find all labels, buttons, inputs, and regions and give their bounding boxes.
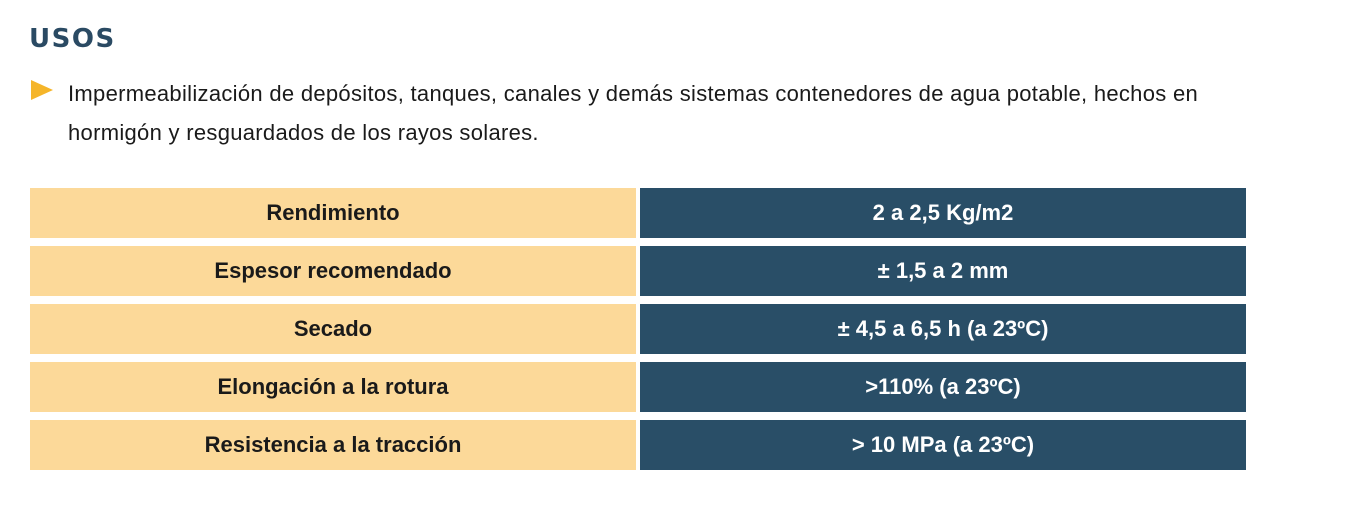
- table-row: Espesor recomendado ± 1,5 a 2 mm: [30, 246, 1246, 296]
- table-row: Secado ± 4,5 a 6,5 h (a 23ºC): [30, 304, 1246, 354]
- specs-table: Rendimiento 2 a 2,5 Kg/m2 Espesor recome…: [26, 180, 1250, 478]
- spec-value: >110% (a 23ºC): [640, 362, 1246, 412]
- spec-property: Rendimiento: [30, 188, 636, 238]
- spec-property: Espesor recomendado: [30, 246, 636, 296]
- uses-description: Impermeabilización de depósitos, tanques…: [68, 81, 1199, 145]
- table-row: Elongación a la rotura >110% (a 23ºC): [30, 362, 1246, 412]
- section-title: USOS: [29, 24, 116, 54]
- table-row: Rendimiento 2 a 2,5 Kg/m2: [30, 188, 1246, 238]
- spec-value: ± 4,5 a 6,5 h (a 23ºC): [640, 304, 1246, 354]
- spec-value: ± 1,5 a 2 mm: [640, 246, 1246, 296]
- spec-property: Resistencia a la tracción: [30, 420, 636, 470]
- table-row: Resistencia a la tracción > 10 MPa (a 23…: [30, 420, 1246, 470]
- spec-value: > 10 MPa (a 23ºC): [640, 420, 1246, 470]
- spec-value: 2 a 2,5 Kg/m2: [640, 188, 1246, 238]
- spec-property: Elongación a la rotura: [30, 362, 636, 412]
- spec-property: Secado: [30, 304, 636, 354]
- triangle-right-icon: [31, 80, 53, 100]
